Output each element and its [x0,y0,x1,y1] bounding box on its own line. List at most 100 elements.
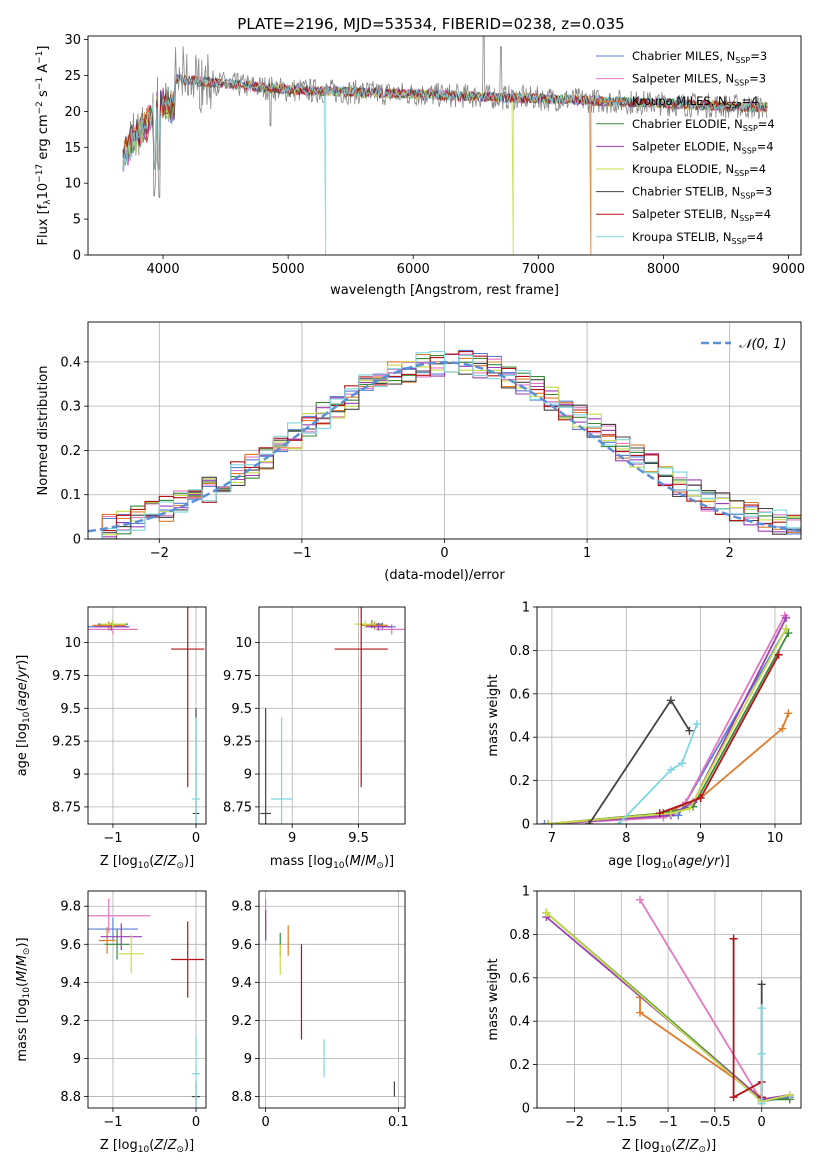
weight-marker [635,895,644,904]
weight-marker [692,720,701,729]
y-tick-label: 8.75 [223,800,252,815]
weight-line [548,712,790,824]
weight-marker [784,629,793,638]
label-part: / [163,854,168,869]
y-tick-label: 0.1 [60,488,81,503]
weight-marker [757,1099,766,1108]
weight-marker [674,811,683,820]
label-part: age [log [15,723,30,776]
legend-entry-text: Salpeter STELIB, N [632,207,739,221]
y-axis-label: mass weight [486,958,501,1040]
y-tick-label: 30 [64,33,81,48]
weight-marker [666,765,675,774]
label-part: / [685,1138,690,1153]
weight-marker [685,804,694,813]
weight-marker [785,1090,794,1099]
label-part: ⊙ [698,1145,706,1155]
legend-entry-tail: =4 [757,139,774,153]
y-tick-label: 9.25 [52,735,81,750]
weight-line [548,632,790,824]
legend-entry-tail: =4 [747,230,764,244]
weight-marker [729,1093,738,1102]
legend-entry: Salpeter MILES, NSSP=3 [632,72,766,88]
weight-marker [542,908,551,917]
y-tick-label: 0.2 [60,444,81,459]
legend-entry-text: Kroupa MILES, N [632,94,727,108]
x-tick-label: −2 [565,1115,584,1130]
x-tick-label: −1 [103,1115,122,1130]
x-tick-label: −1 [292,546,311,561]
label-part: ( [15,982,30,987]
y-tick-label: 15 [64,141,81,156]
legend-entry-sub: SSP [742,146,757,155]
x-tick-label: 10 [767,831,784,846]
label-part: −1 [35,77,45,90]
label-part: )] [706,1138,716,1153]
weight-line [548,617,787,824]
x-tick-label: 0 [192,831,200,846]
axes-frame [258,890,406,1109]
y-tick-label: 1 [522,601,530,616]
y-tick-label: 0.6 [509,687,530,702]
label-part: Z [log [100,1138,138,1153]
label-part: Z [167,1138,178,1153]
weight-marker [757,1004,766,1013]
weight-marker [540,820,549,824]
x-tick-label: 0 [261,1115,269,1130]
legend-entry-text: Chabrier ELODIE, N [632,117,743,131]
normal-curve [88,361,801,533]
y-tick-label: 20 [64,105,81,120]
legend-entry: Salpeter STELIB, NSSP=4 [632,207,771,223]
model-spectrum-line [122,75,768,170]
panel-spectrum: 4000 5000 6000 7000 8000 9000 0 5 10 15 20 25 30 Chab… [35,33,805,298]
y-axis-label: age [log10(age/yr)] [15,655,32,777]
legend-entry: Kroupa ELODIE, NSSP=4 [632,162,766,178]
label-part: M [15,955,30,966]
x-tick-label: −2 [150,546,169,561]
y-tick-label: 1 [522,885,530,900]
legend-entry-text: Chabrier MILES, N [632,49,735,63]
weight-line [618,723,698,824]
y-tick-label: 0.6 [509,971,530,986]
y-axis-label: mass weight [486,674,501,756]
legend-entry: 𝒩(0, 1) [739,337,786,352]
y-tick-label: 0.8 [509,644,530,659]
label-part: age [15,682,30,706]
axes-frame [87,890,207,1109]
label-part: 10 [36,183,51,200]
y-tick-label: 0.4 [509,1015,530,1030]
x-tick-label: 9 [288,831,296,846]
label-part: ( [149,854,154,869]
x-tick-label: 8 [622,831,630,846]
x-axis-label: age [log10(age/yr)] [608,854,730,871]
legend-entry-tail: =3 [749,72,766,86]
legend-entry: Kroupa STELIB, NSSP=4 [632,230,763,246]
legend-entry: Kroupa MILES, NSSP=4 [632,94,758,110]
panel-residual-hist: −2 −1 0 1 2 0 0.1 0.2 0.3 0.4 𝒩(0, 1) (data-model)/… [36,321,802,583]
weight-marker [757,980,766,989]
errorbar-points [88,898,205,1108]
weight-series [540,611,793,824]
axes-frame [258,606,406,825]
panel-mass-vs-Z: −1 08.899.29.49.69.8Z [log10(Z/Z⊙)]mass [… [15,890,207,1155]
legend-entry-tail: =3 [750,49,767,63]
label-part: yr [706,854,722,869]
legend-entry-sub: SSP [743,124,758,133]
label-part: ( [345,854,350,869]
label-part: age [log [608,854,661,869]
y-tick-label: 9 [244,768,252,783]
x-axis-label: Z [log10(Z/Z⊙)] [100,854,194,871]
label-part: 10 [138,861,150,871]
y-tick-label: 9.2 [60,1014,81,1029]
label-part: )] [15,655,30,665]
label-part: ] [36,46,51,51]
weight-marker [757,1049,766,1058]
label-part: mass [log [270,854,333,869]
weight-marker [782,613,791,622]
x-tick-label: −1 [658,1115,677,1130]
y-tick-label: 0.4 [60,355,81,370]
errorbar-points [265,898,395,1097]
label-part: M [365,854,376,869]
legend-entry: Salpeter ELODIE, NSSP=4 [632,139,774,155]
label-part: ( [671,1138,676,1153]
